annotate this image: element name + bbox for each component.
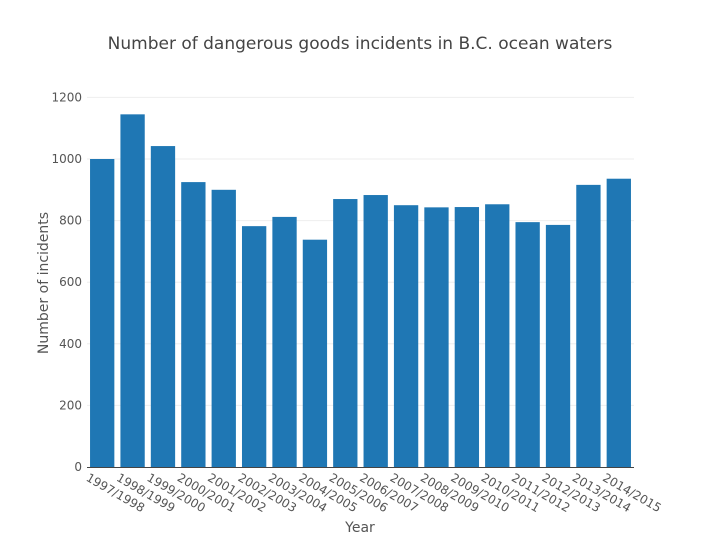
x-axis-label: Year [344, 520, 375, 536]
bar[interactable] [120, 114, 145, 467]
bar[interactable] [393, 205, 419, 467]
bar[interactable] [363, 195, 388, 467]
bar[interactable] [211, 189, 236, 468]
x-axis-ticks: 1997/19981998/19991999/20002000/20012001… [84, 470, 664, 515]
bar[interactable] [515, 222, 540, 467]
y-axis-ticks: 0 200 400 600 800 1000 1200 [51, 90, 82, 474]
bar[interactable] [545, 224, 571, 467]
y-tick-label: 600 [59, 275, 82, 289]
chart-title: Number of dangerous goods incidents in B… [108, 34, 613, 54]
y-axis-label: Number of incidents [36, 212, 52, 354]
y-tick-label: 1000 [51, 152, 82, 166]
bar[interactable] [302, 239, 328, 467]
bar[interactable] [424, 207, 449, 467]
bar[interactable] [576, 184, 601, 467]
y-tick-label: 800 [59, 214, 82, 228]
bar[interactable] [90, 159, 115, 467]
bar[interactable] [606, 178, 631, 467]
bar[interactable] [485, 204, 510, 467]
bar[interactable] [150, 146, 176, 467]
y-tick-label: 200 [59, 398, 82, 412]
bar[interactable] [333, 199, 358, 468]
bar[interactable] [454, 207, 480, 467]
y-tick-label: 400 [59, 337, 82, 351]
bar[interactable] [181, 182, 206, 467]
bar[interactable] [272, 216, 297, 467]
y-tick-label: 1200 [51, 90, 82, 104]
bar[interactable] [241, 226, 267, 467]
grid-lines [87, 96, 634, 406]
bars [90, 114, 631, 468]
y-tick-label: 0 [74, 460, 82, 474]
